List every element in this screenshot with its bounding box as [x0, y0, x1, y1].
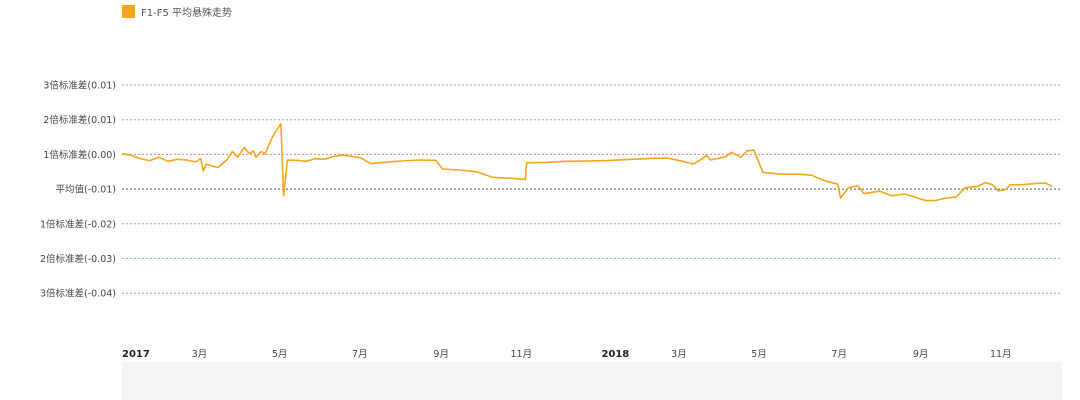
legend-swatch [122, 5, 135, 18]
x-tick-label-0: 2017 [122, 349, 150, 360]
x-tick-label-7: 3月 [671, 349, 687, 360]
y-tick-label-2: 1倍标准差(0.00) [43, 149, 116, 161]
x-tick-label-6: 2018 [601, 349, 629, 360]
series-line-0 [121, 123, 1053, 202]
x-tick-label-3: 7月 [352, 349, 368, 360]
x-tick-label-1: 3月 [192, 349, 208, 360]
x-tick-label-5: 11月 [511, 349, 533, 360]
y-tick-label-3: 平均值(-0.01) [56, 184, 117, 196]
legend[interactable]: F1-F5 平均悬殊走势 [122, 4, 232, 19]
x-tick-label-11: 11月 [990, 349, 1012, 360]
x-tick-label-9: 7月 [831, 349, 847, 360]
x-tick-label-4: 9月 [433, 349, 449, 360]
x-tick-label-8: 5月 [751, 349, 767, 360]
y-tick-label-5: 2倍标准差(-0.03) [40, 253, 116, 265]
x-axis-band [122, 362, 1062, 400]
y-tick-label-6: 3倍标准差(-0.04) [40, 288, 116, 300]
x-tick-label-10: 9月 [913, 349, 929, 360]
y-tick-label-0: 3倍标准差(0.01) [43, 80, 116, 92]
y-tick-label-1: 2倍标准差(0.01) [43, 114, 116, 126]
x-tick-label-2: 5月 [272, 349, 288, 360]
legend-label: F1-F5 平均悬殊走势 [141, 8, 233, 19]
y-tick-label-4: 1倍标准差(-0.02) [40, 218, 116, 230]
